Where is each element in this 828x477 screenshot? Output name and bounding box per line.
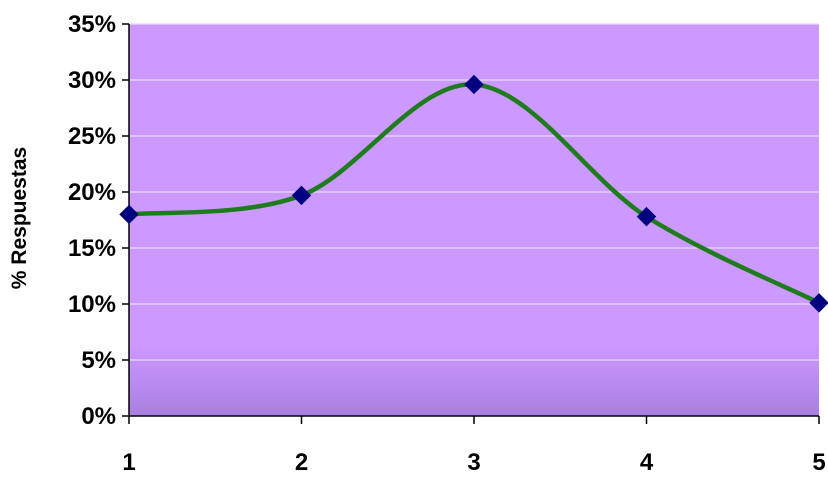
y-tick-label: 35% [68, 11, 116, 38]
data-point-marker [464, 74, 484, 95]
data-point-marker [291, 185, 312, 206]
x-tick-label: 3 [467, 449, 480, 476]
x-tick-label: 4 [640, 449, 654, 476]
y-tick-label: 25% [68, 123, 116, 150]
y-tick-label: 30% [68, 67, 116, 94]
y-tick-label: 5% [81, 347, 116, 374]
data-markers [119, 74, 828, 313]
y-axis-title: % Respuestas [8, 147, 31, 289]
y-tick-label: 15% [68, 235, 116, 262]
x-tick-label: 2 [295, 449, 308, 476]
x-tick-label: 5 [812, 449, 825, 476]
data-point-marker [636, 206, 657, 227]
x-tick-label: 1 [122, 449, 135, 476]
y-axis-ticks: 0% 5% 10% 15% 20% 25% 30% 35% [68, 11, 129, 430]
y-tick-label: 10% [68, 291, 116, 318]
y-tick-label: 20% [68, 179, 116, 206]
x-axis-ticks: 1 2 3 4 5 [122, 416, 826, 476]
data-point-marker [809, 293, 828, 313]
data-point-marker [119, 204, 139, 225]
y-tick-label: 0% [81, 403, 116, 430]
